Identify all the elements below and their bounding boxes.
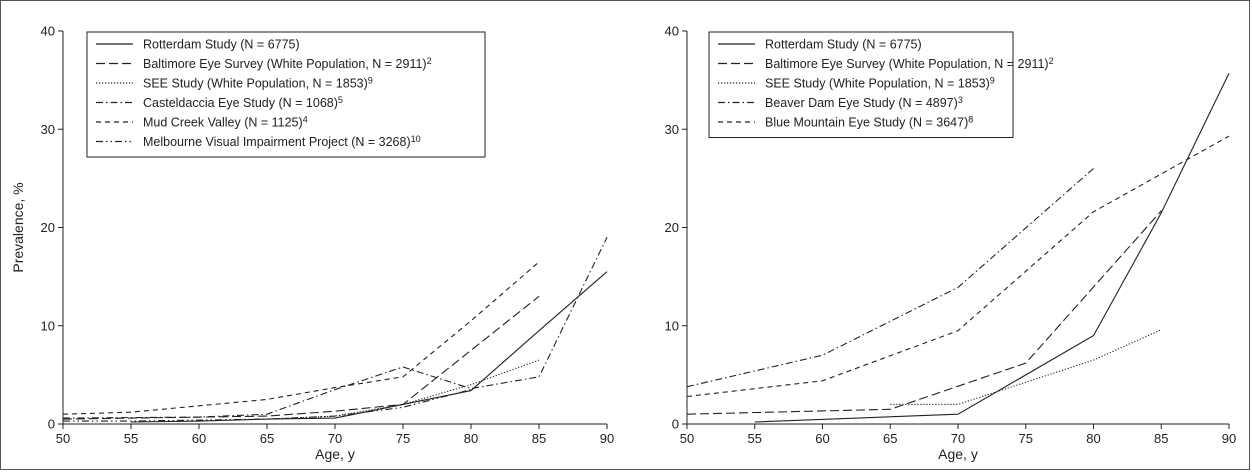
x-axis-title: Age, y (315, 446, 355, 462)
series-line (686, 135, 1230, 398)
series-line (63, 389, 472, 422)
right-chart-panel: 50 55 60 65 70 75 80 85 90 0 10 20 30 40 Age, y Rotterd… (665, 24, 1237, 463)
y-tick-label: 20 (665, 220, 679, 235)
legend-label: Baltimore Eye Survey (White Population, … (765, 56, 1054, 71)
x-tick-label: 65 (883, 431, 897, 446)
y-tick-label: 40 (41, 24, 55, 39)
legend-label: Melbourne Visual Impairment Project (N =… (143, 134, 421, 149)
x-tick-label: 85 (1154, 431, 1168, 446)
legend-reference-superscript: 2 (427, 56, 432, 66)
x-tick-label: 90 (600, 431, 614, 446)
x-tick-label: 60 (815, 431, 829, 446)
y-tick-label: 40 (665, 24, 679, 39)
series-line (686, 168, 1094, 388)
x-tick-label: 65 (260, 431, 274, 446)
series-line (130, 271, 608, 423)
legend-reference-superscript: 4 (303, 115, 308, 125)
legend-label: Rotterdam Study (N = 6775) (143, 38, 300, 52)
x-tick-label: 55 (748, 431, 762, 446)
x-tick-label: 80 (464, 431, 478, 446)
legend-label: SEE Study (White Population, N = 1853)9 (765, 76, 995, 91)
y-tick-label: 10 (665, 318, 679, 333)
legend-label: Rotterdam Study (N = 6775) (765, 38, 922, 52)
series-line (890, 329, 1162, 405)
legend-reference-superscript: 5 (338, 95, 343, 105)
x-axis-title: Age, y (938, 446, 978, 462)
series-line (62, 261, 540, 415)
legend-label: Casteldaccia Eye Study (N = 1068)5 (143, 95, 343, 110)
y-tick-label: 30 (665, 122, 679, 137)
left-chart-panel: 50 55 60 65 70 75 80 85 90 0 10 20 30 40 Age, y Prevale… (10, 24, 614, 463)
series-line (62, 295, 540, 420)
x-tick-label: 60 (192, 431, 206, 446)
legend-reference-superscript: 9 (368, 76, 373, 86)
y-tick-label: 10 (41, 318, 55, 333)
series-line (266, 359, 540, 420)
legend-label: Beaver Dam Eye Study (N = 4897)3 (765, 95, 963, 110)
legend-box (86, 31, 486, 158)
legend-box (708, 31, 1014, 138)
legend-reference-superscript: 9 (990, 76, 995, 86)
legend-label: Baltimore Eye Survey (White Population, … (143, 56, 432, 71)
x-tick-label: 90 (1222, 431, 1236, 446)
legend-label: SEE Study (White Population, N = 1853)9 (143, 76, 373, 91)
y-tick-label: 30 (41, 122, 55, 137)
x-tick-label: 50 (680, 431, 694, 446)
x-tick-label: 80 (1086, 431, 1100, 446)
legend-reference-superscript: 10 (411, 134, 421, 144)
x-tick-label: 85 (532, 431, 546, 446)
legend-reference-superscript: 8 (968, 115, 973, 125)
x-tick-label: 70 (951, 431, 965, 446)
x-tick-label: 50 (56, 431, 70, 446)
series-line (686, 210, 1162, 415)
y-axis-title: Prevalence, % (10, 182, 26, 272)
y-tick-label: 0 (672, 417, 679, 432)
x-tick-label: 75 (1019, 431, 1033, 446)
y-tick-label: 20 (41, 220, 55, 235)
x-tick-label: 55 (124, 431, 138, 446)
x-tick-label: 75 (396, 431, 410, 446)
legend-reference-superscript: 2 (1049, 56, 1054, 66)
legend-reference-superscript: 3 (958, 95, 963, 105)
legend-label: Mud Creek Valley (N = 1125)4 (143, 115, 308, 130)
legend-label: Blue Mountain Eye Study (N = 3647)8 (765, 115, 973, 130)
series-line (754, 72, 1230, 423)
x-tick-label: 70 (328, 431, 342, 446)
y-tick-label: 0 (48, 417, 55, 432)
series-line (62, 237, 608, 419)
